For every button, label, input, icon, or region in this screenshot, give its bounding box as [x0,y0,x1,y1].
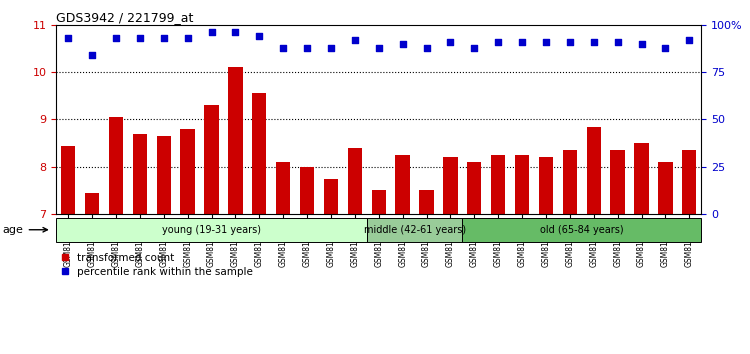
Point [278,45,290,50]
Bar [300,167,314,214]
Point [468,45,480,50]
Bar [586,127,601,214]
Point [421,45,433,50]
Bar [367,218,462,242]
Bar [395,155,410,214]
Bar [133,134,147,214]
Bar [181,129,195,214]
Bar [610,150,625,214]
Point [373,45,385,50]
Point [516,39,528,45]
Text: young (19-31 years): young (19-31 years) [162,225,261,235]
Text: age: age [3,225,47,235]
Bar [515,155,529,214]
Bar [658,162,673,214]
Point [134,35,146,41]
Bar [204,105,219,214]
Bar [538,157,554,214]
Bar [443,157,458,214]
Point [62,35,74,41]
Point [86,52,98,58]
Bar [371,190,386,214]
Legend: transformed count, percentile rank within the sample: transformed count, percentile rank withi… [56,249,257,281]
Bar [276,162,290,214]
Point [540,39,552,45]
Point [659,45,671,50]
Bar [467,162,482,214]
Point [612,39,624,45]
Text: old (65-84 years): old (65-84 years) [540,225,623,235]
Bar [634,143,649,214]
Bar [419,190,434,214]
Bar [56,218,367,242]
Point [254,33,266,39]
Point [301,45,313,50]
Bar [157,136,171,214]
Point [564,39,576,45]
Point [182,35,194,41]
Point [206,29,218,35]
Bar [61,145,75,214]
Point [349,37,361,43]
Bar [324,179,338,214]
Point [110,35,122,41]
Text: middle (42-61 years): middle (42-61 years) [364,225,466,235]
Point [230,29,242,35]
Point [445,39,457,45]
Bar [228,67,242,214]
Bar [85,193,99,214]
Point [588,39,600,45]
Point [492,39,504,45]
Point [635,41,647,46]
Point [325,45,337,50]
Bar [252,93,266,214]
Bar [562,150,577,214]
Bar [348,148,362,214]
Bar [491,155,506,214]
Bar [682,150,697,214]
Bar [462,218,701,242]
Point [683,37,695,43]
Text: GDS3942 / 221799_at: GDS3942 / 221799_at [56,11,194,24]
Point [158,35,170,41]
Point [397,41,409,46]
Bar [109,117,123,214]
